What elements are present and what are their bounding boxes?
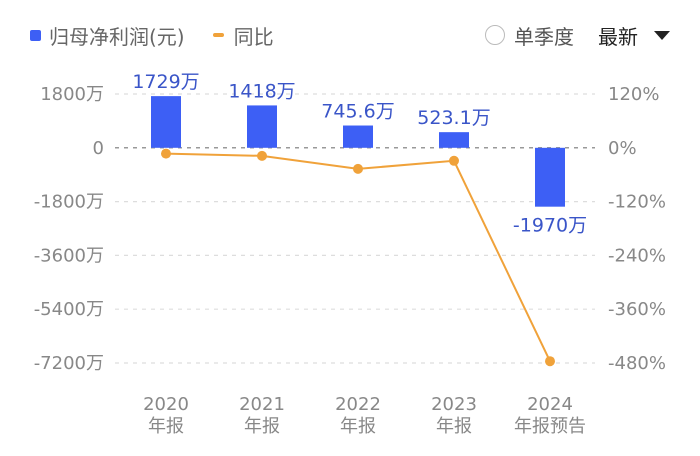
x-axis-tick: 年报预告 (514, 416, 586, 437)
x-axis-tick: 年报 (244, 416, 280, 437)
left-axis-tick: 1800万 (40, 84, 104, 105)
bar (247, 105, 277, 148)
legend-item-net-profit[interactable]: 归母净利润(元) (30, 21, 185, 50)
bar-value-label: 1418万 (228, 80, 295, 102)
single-quarter-label[interactable]: 单季度 (514, 24, 574, 49)
bar-value-label: 523.1万 (417, 107, 490, 129)
x-axis-tick: 2023 (431, 394, 477, 415)
right-axis-tick: -360% (608, 299, 666, 320)
left-axis-tick: -7200万 (34, 353, 104, 374)
bar (343, 125, 373, 148)
chart-legend: 归母净利润(元) 同比 (30, 20, 302, 50)
left-axis-tick: -5400万 (34, 299, 104, 320)
line-swatch-icon (212, 33, 224, 37)
x-axis-tick: 年报 (436, 416, 472, 437)
yoy-point (161, 148, 171, 159)
x-axis-tick: 2020 (143, 394, 189, 415)
bar (535, 147, 565, 207)
bar-value-label: 745.6万 (321, 101, 394, 123)
right-axis-tick: -480% (608, 353, 666, 374)
bar (151, 96, 181, 148)
sort-dropdown-label[interactable]: 最新 (598, 24, 638, 49)
bar (439, 132, 469, 148)
yoy-point (353, 163, 363, 174)
bar-swatch-icon (30, 29, 41, 41)
legend-label-net-profit: 归母净利润(元) (49, 24, 185, 49)
yoy-point (449, 155, 459, 166)
legend-item-yoy[interactable]: 同比 (212, 21, 274, 50)
x-axis-tick: 年报 (148, 416, 184, 437)
single-quarter-radio[interactable] (485, 25, 505, 45)
yoy-line (165, 152, 551, 362)
right-axis-tick: -120% (608, 192, 666, 213)
left-axis-tick: -3600万 (34, 245, 104, 266)
right-axis-tick: -240% (608, 245, 666, 266)
x-axis-tick: 2024 (527, 394, 573, 415)
yoy-point (257, 150, 267, 161)
bar-value-label: -1970万 (513, 215, 587, 237)
chart-controls: 单季度 最新 (485, 20, 670, 50)
left-axis-tick: -1800万 (34, 192, 104, 213)
caret-down-icon[interactable] (654, 30, 670, 40)
left-axis-tick: 0 (93, 138, 104, 159)
legend-label-yoy: 同比 (233, 24, 274, 49)
bar-value-label: 1729万 (132, 71, 199, 93)
x-axis-tick: 2022 (335, 394, 381, 415)
right-axis-tick: 0% (608, 138, 637, 159)
x-axis-tick: 年报 (340, 416, 376, 437)
right-axis-tick: 120% (608, 84, 659, 105)
x-axis-tick: 2021 (239, 394, 285, 415)
yoy-point (545, 356, 555, 367)
